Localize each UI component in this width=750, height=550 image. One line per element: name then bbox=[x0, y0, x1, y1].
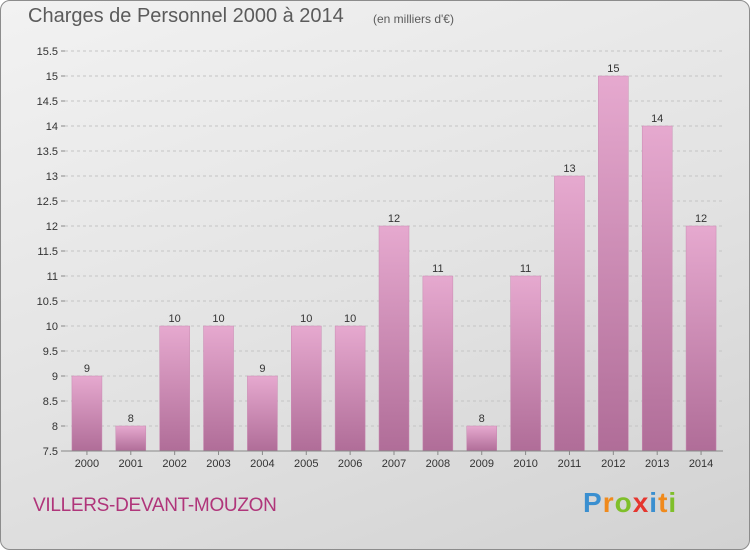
y-tick-label: 7.5 bbox=[43, 446, 58, 458]
x-tick-label: 2012 bbox=[601, 458, 625, 470]
bar-2013 bbox=[641, 125, 673, 452]
x-tick-label: 2008 bbox=[426, 458, 450, 470]
value-label: 10 bbox=[300, 313, 312, 325]
y-tick-label: 15 bbox=[46, 71, 58, 83]
y-tick-label: 9.5 bbox=[43, 346, 58, 358]
bar-2001 bbox=[115, 425, 147, 452]
y-tick-label: 14 bbox=[46, 121, 58, 133]
x-axis-ticks: 2000 2001 2002 2003 2004 2005 2006 2007 2008 2009… bbox=[75, 451, 713, 470]
y-tick-label: 11 bbox=[47, 271, 58, 283]
chart-subtitle: (en milliers d'€) bbox=[373, 12, 454, 26]
value-labels: 9 8 10 10 9 10 10 12 11 8 11 13 15 14 12 bbox=[84, 63, 707, 425]
bar-2007 bbox=[378, 225, 410, 452]
bar-2003 bbox=[203, 325, 234, 452]
x-tick-label: 2003 bbox=[206, 458, 230, 470]
value-label: 11 bbox=[432, 263, 443, 275]
value-label: 8 bbox=[479, 413, 485, 425]
bar-2012 bbox=[598, 75, 629, 452]
x-tick-label: 2000 bbox=[75, 458, 99, 470]
logo-letter: i bbox=[668, 487, 678, 518]
value-label: 9 bbox=[84, 363, 90, 375]
x-tick-label: 2014 bbox=[689, 458, 713, 470]
value-label: 15 bbox=[607, 63, 619, 75]
bar-2010 bbox=[510, 275, 541, 452]
y-tick-label: 12 bbox=[46, 221, 58, 233]
y-tick-label: 15.5 bbox=[37, 46, 58, 58]
value-label: 10 bbox=[169, 313, 181, 325]
value-label: 11 bbox=[520, 263, 531, 275]
bar-2000 bbox=[71, 375, 103, 452]
x-tick-label: 2001 bbox=[119, 458, 143, 470]
logo-letter: r bbox=[602, 487, 615, 518]
y-tick-label: 10.5 bbox=[37, 296, 58, 308]
y-tick-label: 12.5 bbox=[37, 196, 58, 208]
value-label: 14 bbox=[651, 113, 663, 125]
x-tick-label: 2002 bbox=[162, 458, 186, 470]
x-tick-label: 2010 bbox=[513, 458, 537, 470]
x-tick-label: 2005 bbox=[294, 458, 318, 470]
bar-2006 bbox=[334, 325, 366, 452]
value-label: 10 bbox=[212, 313, 224, 325]
value-label: 12 bbox=[388, 213, 400, 225]
bar-2002 bbox=[159, 325, 190, 452]
y-tick-label: 10 bbox=[46, 321, 58, 333]
bar-2008 bbox=[422, 275, 454, 452]
chart-title: Charges de Personnel 2000 à 2014 bbox=[28, 5, 344, 27]
location-name: VILLERS-DEVANT-MOUZON bbox=[33, 495, 277, 516]
x-tick-label: 2009 bbox=[469, 458, 493, 470]
x-tick-label: 2007 bbox=[382, 458, 406, 470]
y-tick-label: 8 bbox=[52, 421, 58, 433]
x-tick-label: 2013 bbox=[645, 458, 669, 470]
bar-2014 bbox=[685, 225, 717, 452]
logo-letter: i bbox=[649, 487, 659, 518]
x-tick-label: 2011 bbox=[558, 458, 582, 470]
x-tick-label: 2004 bbox=[250, 458, 274, 470]
y-tick-label: 13 bbox=[46, 171, 58, 183]
bar-2011 bbox=[554, 175, 585, 452]
value-label: 9 bbox=[259, 363, 265, 375]
y-tick-label: 13.5 bbox=[37, 146, 58, 158]
bar-2009 bbox=[466, 425, 497, 452]
value-label: 12 bbox=[695, 213, 707, 225]
y-tick-label: 14.5 bbox=[37, 96, 58, 108]
bar-2004 bbox=[247, 375, 278, 452]
bar-2005 bbox=[291, 325, 322, 452]
logo-letter: t bbox=[658, 487, 669, 518]
y-tick-label: 9 bbox=[52, 371, 58, 383]
value-label: 10 bbox=[344, 313, 356, 325]
proxiti-logo[interactable]: Proxiti bbox=[583, 487, 677, 519]
y-tick-label: 11.5 bbox=[37, 246, 58, 258]
y-axis-ticks: 7.5 8 8.5 9 9.5 10 10.5 11 11.5 12 12.5 13 13.5 14 14.… bbox=[37, 46, 65, 458]
value-label: 13 bbox=[563, 163, 575, 175]
x-tick-label: 2006 bbox=[338, 458, 362, 470]
bars bbox=[71, 75, 717, 452]
value-label: 8 bbox=[128, 413, 134, 425]
logo-letter: P bbox=[583, 487, 603, 518]
logo-letter: x bbox=[632, 487, 650, 518]
y-tick-label: 8.5 bbox=[43, 396, 58, 408]
logo-letter: o bbox=[614, 487, 633, 518]
